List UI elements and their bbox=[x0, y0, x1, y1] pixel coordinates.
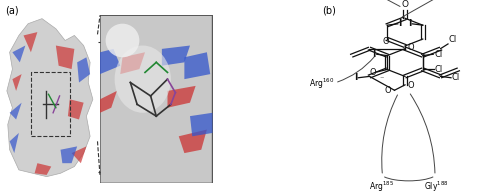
Polygon shape bbox=[120, 52, 145, 74]
Polygon shape bbox=[190, 113, 212, 136]
Polygon shape bbox=[12, 45, 26, 62]
Polygon shape bbox=[24, 32, 38, 52]
Text: O: O bbox=[408, 81, 414, 90]
Text: O: O bbox=[408, 43, 414, 52]
Polygon shape bbox=[68, 99, 84, 120]
Bar bbox=[31, 72, 70, 136]
Polygon shape bbox=[184, 52, 210, 79]
Polygon shape bbox=[56, 45, 74, 69]
Polygon shape bbox=[34, 163, 51, 175]
Ellipse shape bbox=[114, 45, 171, 113]
Polygon shape bbox=[12, 74, 22, 91]
Text: Cl: Cl bbox=[435, 65, 443, 74]
Ellipse shape bbox=[106, 24, 140, 57]
Polygon shape bbox=[10, 103, 22, 120]
Text: ⁻: ⁻ bbox=[379, 74, 384, 83]
Text: Arg$^{185}$: Arg$^{185}$ bbox=[369, 179, 394, 191]
Polygon shape bbox=[100, 91, 117, 113]
Text: I: I bbox=[398, 19, 402, 28]
Text: Cl: Cl bbox=[452, 73, 460, 82]
Text: O: O bbox=[370, 67, 376, 77]
FancyBboxPatch shape bbox=[100, 15, 212, 183]
Text: O: O bbox=[402, 0, 408, 9]
Text: O: O bbox=[382, 37, 390, 46]
Polygon shape bbox=[162, 45, 190, 66]
Polygon shape bbox=[168, 86, 196, 108]
Text: I: I bbox=[372, 50, 376, 59]
Polygon shape bbox=[60, 146, 77, 163]
Text: Cl: Cl bbox=[434, 50, 442, 59]
Text: I: I bbox=[354, 73, 358, 82]
Polygon shape bbox=[179, 129, 207, 153]
Text: Cl: Cl bbox=[448, 35, 457, 44]
Polygon shape bbox=[72, 146, 86, 163]
Text: Arg$^{160}$: Arg$^{160}$ bbox=[308, 76, 334, 91]
Text: Gly$^{188}$: Gly$^{188}$ bbox=[424, 179, 448, 191]
Polygon shape bbox=[7, 19, 93, 177]
Polygon shape bbox=[10, 133, 19, 153]
Text: I: I bbox=[408, 19, 412, 28]
Polygon shape bbox=[100, 49, 120, 74]
Text: O: O bbox=[385, 86, 392, 95]
Text: (b): (b) bbox=[322, 6, 336, 16]
Polygon shape bbox=[77, 57, 90, 83]
Text: (a): (a) bbox=[5, 6, 18, 16]
